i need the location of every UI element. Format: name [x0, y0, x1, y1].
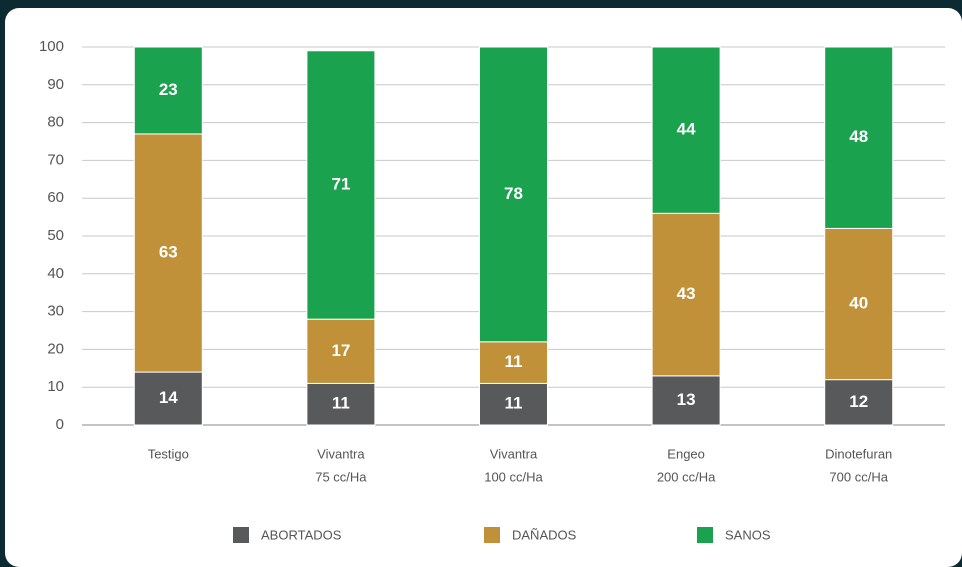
x-tick-label: 700 cc/Ha [829, 469, 888, 484]
y-tick-label: 80 [47, 114, 64, 131]
data-label: 12 [849, 392, 868, 411]
bar-segment [306, 318, 376, 384]
data-label: 11 [505, 352, 523, 371]
x-tick-label: 100 cc/Ha [484, 469, 543, 484]
data-label: 43 [677, 284, 696, 303]
legend-swatch [233, 527, 249, 543]
bar-segment [651, 375, 721, 426]
bar-segment [479, 46, 548, 343]
bar-segment [651, 46, 721, 214]
x-tick-label: 200 cc/Ha [657, 469, 716, 484]
data-label: 23 [159, 80, 178, 99]
data-label: 71 [331, 174, 350, 193]
y-tick-label: 40 [47, 265, 64, 282]
x-tick-label: Vivantra [490, 446, 538, 461]
legend-swatch [484, 527, 500, 543]
data-label: 11 [505, 394, 523, 413]
y-tick-label: 20 [47, 340, 64, 357]
x-tick-label: Dinotefuran [825, 446, 892, 461]
bar-segment [133, 46, 203, 135]
legend-swatch [697, 527, 713, 543]
x-tick-label: Testigo [148, 446, 189, 461]
y-tick-label: 70 [47, 151, 64, 168]
bar-segment [133, 133, 203, 373]
bar-segment [479, 382, 548, 426]
y-tick-label: 100 [39, 38, 64, 55]
data-label: 11 [332, 394, 350, 413]
bar-segment [651, 212, 721, 377]
bar-segment [306, 382, 376, 426]
bar-segment [824, 46, 894, 229]
data-label: 44 [677, 120, 696, 139]
x-tick-label: Engeo [667, 446, 705, 461]
bar-segment [824, 227, 894, 381]
y-tick-label: 60 [47, 189, 64, 206]
data-label: 13 [677, 390, 696, 409]
bar-segment [306, 50, 376, 320]
x-tick-label: 75 cc/Ha [315, 469, 367, 484]
data-label: 63 [159, 242, 178, 261]
legend-label: ABORTADOS [261, 527, 342, 542]
data-label: 14 [159, 388, 178, 407]
x-tick-label: Vivantra [317, 446, 365, 461]
data-label: 17 [331, 341, 350, 360]
data-label: 40 [849, 294, 868, 313]
y-tick-label: 90 [47, 76, 64, 93]
data-label: 48 [849, 127, 868, 146]
data-label: 78 [504, 184, 523, 203]
y-tick-label: 0 [56, 416, 64, 433]
legend-label: DAÑADOS [512, 527, 577, 542]
y-tick-label: 30 [47, 303, 64, 320]
y-tick-label: 10 [47, 378, 64, 395]
bar-segment [824, 379, 894, 426]
y-tick-label: 50 [47, 227, 64, 244]
legend-label: SANOS [725, 527, 771, 542]
